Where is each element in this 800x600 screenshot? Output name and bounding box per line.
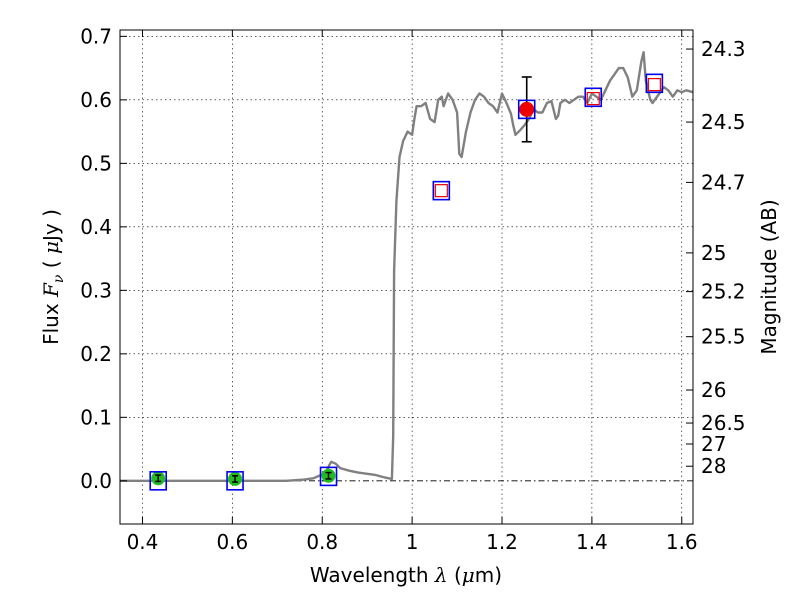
magnitude-tick-label: 24.5 <box>701 110 746 134</box>
y-tick-label: 0.1 <box>80 405 112 429</box>
upper-limit-marker <box>647 78 661 92</box>
plot-frame <box>119 29 694 525</box>
y-axis-label: Flux Fν ( μJy ) <box>39 209 67 345</box>
magnitude-axis-label: Magnitude (AB) <box>757 199 781 354</box>
model-photometry-marker <box>432 180 451 201</box>
magnitude-tick-label: 26.5 <box>701 411 746 435</box>
magnitude-tick-label: 25 <box>701 241 726 265</box>
model-photometry-marker <box>319 466 338 487</box>
x-tick-label: 0.6 <box>216 530 248 554</box>
model-photometry-marker <box>149 471 167 491</box>
magnitude-tick-label: 27 <box>701 432 726 456</box>
model-photometry-marker <box>584 87 603 108</box>
x-axis-label: Wavelength λ (μm) <box>310 563 502 587</box>
x-tick-label: 1.6 <box>666 530 698 554</box>
magnitude-tick-label: 26 <box>701 378 726 402</box>
y-tick-label: 0.4 <box>80 215 112 239</box>
tick-labels: 0.4 0.6 0.8 1 1.2 1.4 1.6 0.0 0.1 0.2 0.3 0.4 0.5 0.6… <box>80 24 745 554</box>
upper-limit-marker <box>586 91 600 106</box>
magnitude-tick-label: 25.2 <box>701 280 746 304</box>
y-tick-label: 0.2 <box>80 342 112 366</box>
y-tick-label: 0.7 <box>80 24 112 48</box>
x-tick-label: 1.2 <box>486 530 518 554</box>
y-tick-label: 0.3 <box>80 278 112 302</box>
model-photometry-marker <box>226 471 244 491</box>
plot-area <box>120 51 694 491</box>
x-tick-label: 1.4 <box>576 530 608 554</box>
x-tick-label: 0.8 <box>306 530 338 554</box>
model-photometry-marker <box>645 73 664 94</box>
magnitude-tick-label: 24.7 <box>701 170 746 194</box>
nir-detection-point <box>519 101 535 117</box>
model-sed-line <box>120 51 694 482</box>
y-tick-label: 0.5 <box>80 151 112 175</box>
ticks <box>120 30 693 524</box>
magnitude-tick-label: 24.3 <box>701 37 746 61</box>
model-photometry-marker <box>517 99 536 120</box>
y-tick-label: 0.6 <box>80 88 112 112</box>
grid <box>120 30 693 524</box>
magnitude-tick-label: 28 <box>701 454 726 478</box>
y-tick-label: 0.0 <box>80 469 112 493</box>
magnitude-tick-label: 25.5 <box>701 325 746 349</box>
x-tick-label: 0.4 <box>127 530 159 554</box>
upper-limit-marker <box>434 184 448 198</box>
x-tick-label: 1 <box>406 530 419 554</box>
